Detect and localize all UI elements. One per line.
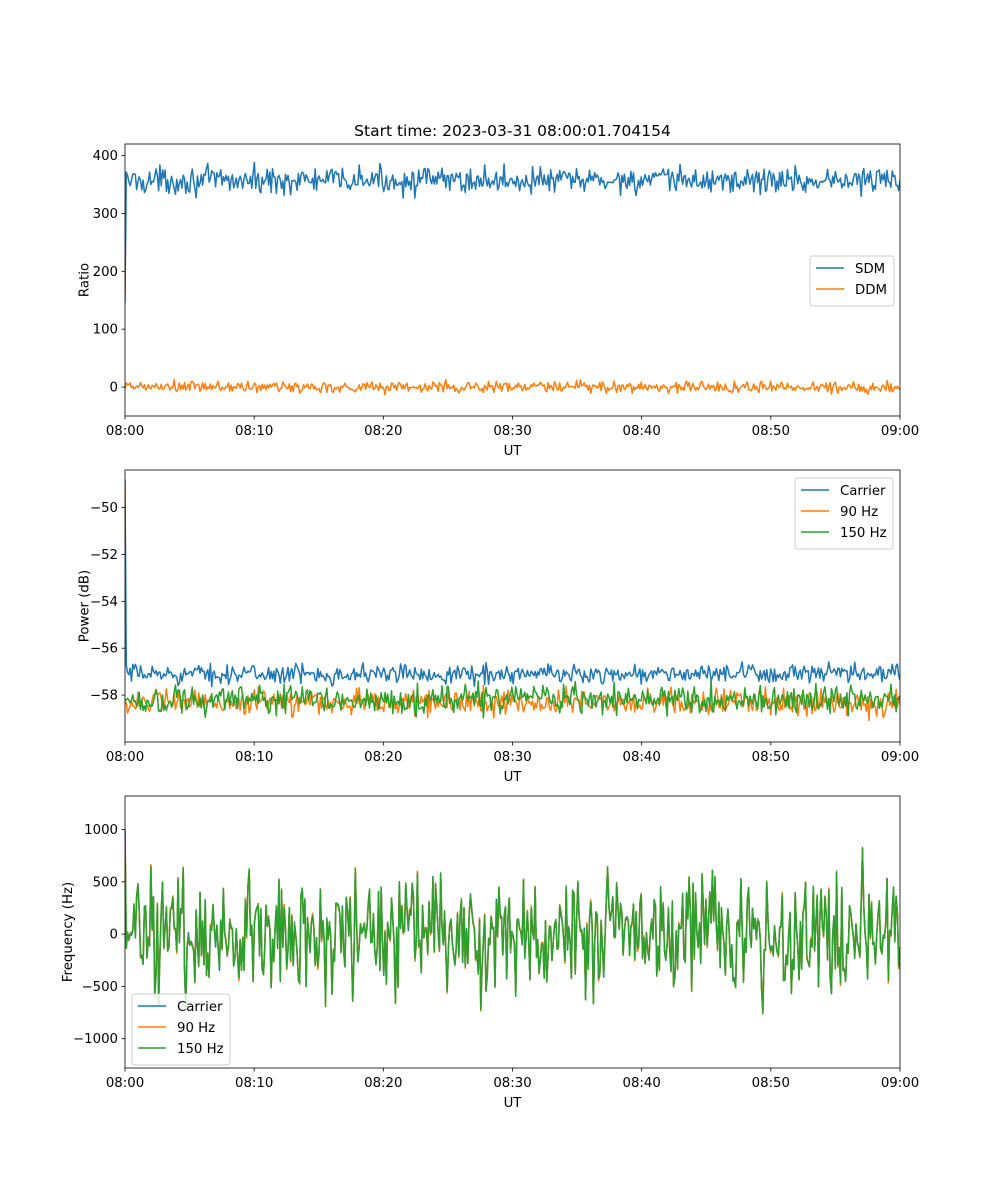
series-line-sdm <box>125 161 900 304</box>
series-line-150-hz <box>125 829 900 1015</box>
legend: Carrier 90 Hz 150 Hz <box>131 993 231 1066</box>
legend-entry: Carrier <box>177 1000 223 1015</box>
y-tick-label: 400 <box>93 149 118 164</box>
y-axis-label: Ratio <box>77 263 92 297</box>
legend-entry: 150 Hz <box>840 526 887 541</box>
y-tick-label: 300 <box>93 207 118 222</box>
x-tick-label: 08:50 <box>752 1076 790 1091</box>
legend-entry: 150 Hz <box>177 1042 224 1057</box>
x-axis-label: UT <box>504 770 523 785</box>
x-tick-label: 08:00 <box>106 1076 144 1091</box>
x-tick-label: 08:30 <box>493 424 531 439</box>
x-tick-label: 08:10 <box>235 750 273 765</box>
series-group <box>125 829 900 1015</box>
series-line-carrier <box>125 829 900 1012</box>
chart-title: Start time: 2023-03-31 08:00:01.704154 <box>354 122 671 140</box>
legend-entry: 90 Hz <box>840 505 878 520</box>
x-tick-label: 08:20 <box>364 424 402 439</box>
y-tick-label: −54 <box>90 595 118 610</box>
x-tick-label: 09:00 <box>881 424 919 439</box>
x-tick-label: 08:10 <box>235 424 273 439</box>
y-tick-label: 0 <box>110 928 118 943</box>
x-tick-label: 08:30 <box>493 750 531 765</box>
x-tick-label: 08:00 <box>106 424 144 439</box>
y-axis-label: Frequency (Hz) <box>61 882 76 982</box>
y-tick-label: −50 <box>90 501 118 516</box>
series-line-150-hz <box>125 678 900 719</box>
chart-3: 08:00 08:10 08:20 08:30 08:40 08:50 09:00 −1000… <box>61 795 919 1111</box>
series-line-90-hz <box>125 684 900 722</box>
series-group <box>125 479 900 722</box>
legend-entry: SDM <box>855 262 885 277</box>
x-axis-label: UT <box>504 1096 523 1111</box>
y-tick-label: −56 <box>90 642 118 657</box>
chart-2: 08:00 08:10 08:20 08:30 08:40 08:50 09:00 −58 −5… <box>77 469 919 785</box>
x-tick-label: 08:40 <box>623 424 661 439</box>
y-tick-label: −58 <box>90 689 118 704</box>
legend: SDM DDM <box>809 255 895 307</box>
series-line-ddm <box>125 378 900 396</box>
y-tick-label: −500 <box>81 980 118 995</box>
y-tick-label: 100 <box>93 323 118 338</box>
legend-entry: Carrier <box>840 484 886 499</box>
legend-entry: 90 Hz <box>177 1021 215 1036</box>
y-tick-label: 500 <box>93 875 118 890</box>
y-tick-label: 0 <box>110 381 118 396</box>
x-tick-label: 08:20 <box>364 750 402 765</box>
x-axis-label: UT <box>504 444 523 459</box>
x-tick-label: 09:00 <box>881 1076 919 1091</box>
chart-1: 08:00 08:10 08:20 08:30 08:40 08:50 09:00 0 100 2… <box>77 122 919 459</box>
series-group <box>125 161 900 396</box>
x-tick-label: 08:20 <box>364 1076 402 1091</box>
legend: Carrier 90 Hz 150 Hz <box>794 477 894 550</box>
x-tick-label: 08:50 <box>752 424 790 439</box>
y-tick-label: −1000 <box>73 1032 118 1047</box>
legend-entry: DDM <box>855 283 887 298</box>
y-axis-label: Power (dB) <box>77 570 92 642</box>
x-tick-label: 08:50 <box>752 750 790 765</box>
x-tick-label: 08:30 <box>493 1076 531 1091</box>
x-tick-label: 08:10 <box>235 1076 273 1091</box>
series-line-90-hz <box>125 829 900 1015</box>
x-tick-label: 08:40 <box>623 1076 661 1091</box>
y-tick-label: 200 <box>93 265 118 280</box>
series-line-carrier <box>125 479 900 688</box>
y-tick-label: 1000 <box>84 823 118 838</box>
x-tick-label: 08:40 <box>623 750 661 765</box>
x-tick-label: 08:00 <box>106 750 144 765</box>
y-tick-label: −52 <box>90 548 118 563</box>
x-tick-label: 09:00 <box>881 750 919 765</box>
